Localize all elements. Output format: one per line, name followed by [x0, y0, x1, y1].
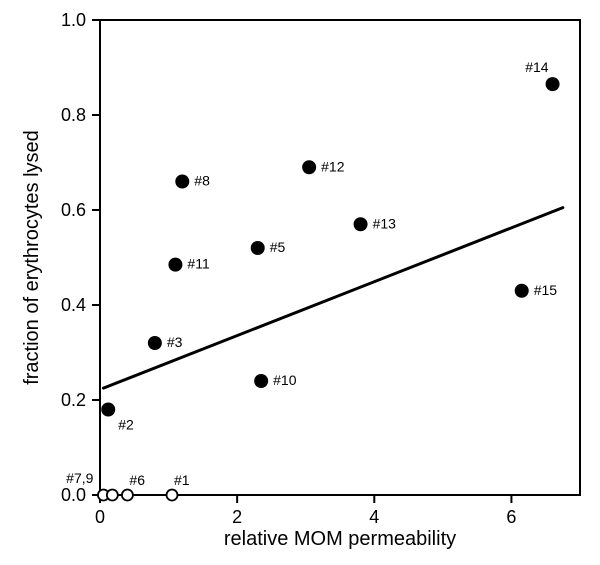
scatter-plot: 0 2 4 6 0.0 0.2 0.4 0.6 0.8 1.0 relative MOM perme… — [0, 0, 600, 565]
y-tick-label: 0.6 — [61, 200, 86, 220]
x-tick-label: 0 — [95, 507, 105, 527]
y-tick-label: 1.0 — [61, 10, 86, 30]
data-point — [107, 490, 118, 501]
x-tick-label: 4 — [369, 507, 379, 527]
data-point — [546, 77, 560, 91]
data-point-label: #15 — [534, 282, 558, 298]
data-point — [101, 403, 115, 417]
data-point-label: #5 — [270, 239, 286, 255]
data-point — [167, 490, 178, 501]
data-point-label: #8 — [194, 173, 210, 189]
y-axis-label: fraction of erythrocytes lysed — [21, 130, 43, 385]
data-point-label: #1 — [174, 472, 190, 488]
data-point — [122, 490, 133, 501]
x-axis-label: relative MOM permeability — [224, 528, 456, 550]
data-point-label: #10 — [273, 372, 297, 388]
data-point — [251, 241, 265, 255]
data-point-label: #3 — [167, 334, 183, 350]
data-point-label: #11 — [187, 256, 210, 272]
y-tick-label: 0.8 — [61, 105, 86, 125]
data-point-label: #13 — [373, 215, 397, 231]
x-tick-label: 2 — [232, 507, 242, 527]
data-point — [515, 284, 529, 298]
data-point-label: #12 — [321, 158, 345, 174]
data-point — [354, 217, 368, 231]
data-point — [302, 160, 316, 174]
data-point-label: #6 — [129, 472, 145, 488]
y-tick-label: 0.4 — [61, 295, 86, 315]
data-point-label: #2 — [118, 417, 134, 433]
y-tick-label: 0.0 — [61, 485, 86, 505]
data-point — [254, 374, 268, 388]
data-point — [148, 336, 162, 350]
data-point-label: #7,9 — [66, 470, 93, 486]
y-tick-label: 0.2 — [61, 390, 86, 410]
x-tick-label: 6 — [506, 507, 516, 527]
data-point — [175, 175, 189, 189]
data-point — [168, 258, 182, 272]
data-point-label: #14 — [525, 59, 549, 75]
